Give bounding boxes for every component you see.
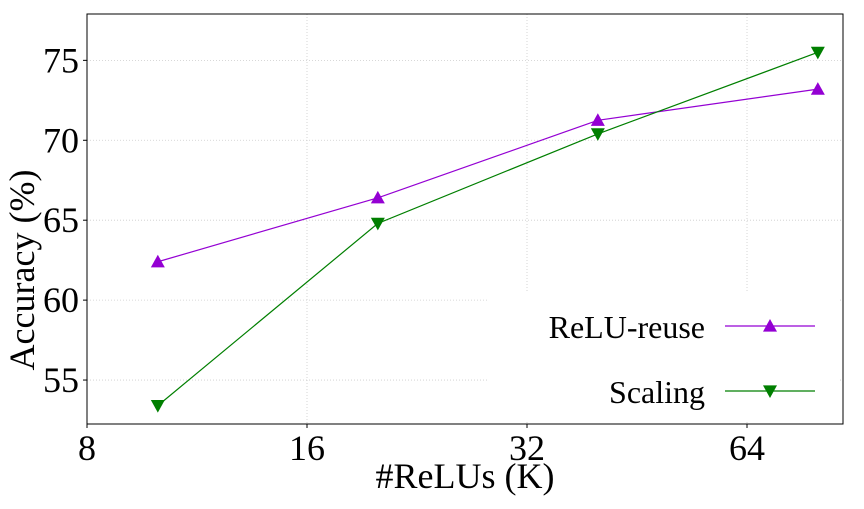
y-tick-label: 55 [43,360,79,400]
marker [150,254,165,268]
x-tick-label: 8 [78,428,96,468]
legend-label: Scaling [609,374,705,410]
x-tick-label: 16 [289,428,325,468]
x-axis-label: #ReLUs (K) [376,456,555,496]
series-line [157,51,819,407]
x-tick-label: 64 [729,428,765,468]
legend-box [488,292,838,420]
y-tick-label: 75 [43,40,79,80]
marker [590,128,605,141]
marker [150,400,165,413]
legend-marker [763,385,777,398]
marker [590,113,605,126]
legend-label: ReLU-reuse [549,309,705,345]
legend-marker [763,319,777,332]
y-tick-label: 65 [43,200,79,240]
marker [810,46,825,60]
plot-frame [86,13,844,425]
marker [370,190,385,204]
series-line [157,88,818,263]
y-tick-label: 60 [43,280,79,320]
marker [370,217,385,231]
y-tick-label: 70 [43,120,79,160]
marker [810,82,825,95]
y-axis-label: Accuracy (%) [2,170,42,371]
x-tick-label: 32 [509,428,545,468]
